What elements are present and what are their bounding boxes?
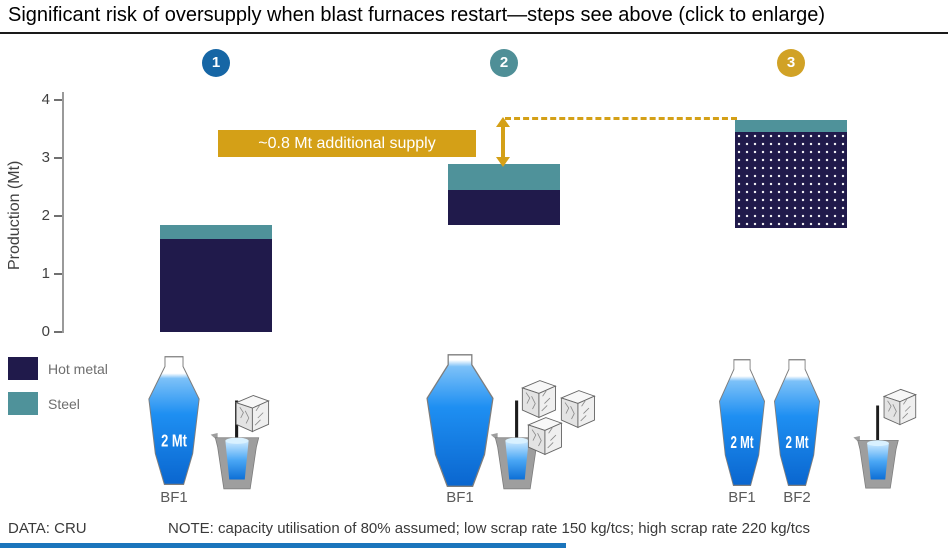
- blast-furnace-icon: 2 Mt: [719, 359, 765, 487]
- annotation-label: ~0.8 Mt additional supply: [218, 130, 476, 157]
- footnote: NOTE: capacity utilisation of 80% assume…: [168, 520, 810, 537]
- y-tickmark: [54, 99, 62, 101]
- bottom-accent-bar: [0, 543, 566, 548]
- y-tickmark: [54, 157, 62, 159]
- scrap-cube-icon: [882, 388, 917, 426]
- bf-label: BF1: [728, 489, 756, 506]
- y-tickmark: [54, 273, 62, 275]
- page-title[interactable]: Significant risk of oversupply when blas…: [8, 4, 826, 26]
- legend-label-steel: Steel: [48, 396, 80, 412]
- y-tick-3: 3: [41, 149, 50, 166]
- bar-3-hot-metal: [735, 131, 847, 228]
- furnace-capacity-label: 2 Mt: [161, 432, 187, 451]
- y-axis-line: [62, 92, 64, 333]
- scrap-cube-icon: [234, 395, 270, 433]
- bar-2-hot-metal: [448, 189, 560, 225]
- step-badge-2: 2: [490, 49, 518, 77]
- blast-furnace-icon: 2 Mt: [774, 359, 820, 487]
- ladle-icon: [853, 405, 899, 489]
- bar-1-steel: [160, 224, 272, 240]
- legend-swatch-hot-metal: [8, 357, 38, 380]
- scrap-cube-icon: [521, 380, 557, 419]
- y-tick-0: 0: [41, 323, 50, 340]
- y-tickmark: [54, 331, 62, 333]
- furnace-capacity-label: 2 Mt: [730, 434, 753, 453]
- bf-label: BF1: [160, 489, 188, 506]
- bf-label: BF2: [783, 489, 811, 506]
- double-arrow-icon: [496, 117, 510, 167]
- ladle-rod: [876, 405, 880, 441]
- y-tick-2: 2: [41, 207, 50, 224]
- step-badge-1: 1: [202, 49, 230, 77]
- bar-1-hot-metal: [160, 239, 272, 332]
- y-tick-1: 1: [41, 265, 50, 282]
- furnace-capacity-label: 2 Mt: [785, 434, 808, 453]
- scrap-cube-icon: [560, 390, 596, 429]
- target-dashed-line: [505, 117, 737, 120]
- bar-3-steel: [735, 120, 847, 132]
- ladle-icon: [210, 400, 260, 490]
- bf-label: BF1: [446, 489, 474, 506]
- legend-swatch-steel: [8, 392, 38, 415]
- y-tickmark: [54, 215, 62, 217]
- blast-furnace-icon: [426, 354, 494, 487]
- ladle-icon: [490, 400, 540, 490]
- step-badge-3: 3: [777, 49, 805, 77]
- title-underline: [0, 32, 948, 34]
- data-source: DATA: CRU: [8, 520, 87, 537]
- scrap-cube-icon: [527, 417, 563, 456]
- ladle-rod: [515, 400, 519, 438]
- blast-furnace-icon: 2 Mt: [148, 356, 200, 486]
- legend-label-hot-metal: Hot metal: [48, 361, 108, 377]
- y-tick-4: 4: [41, 91, 50, 108]
- bar-2-steel: [448, 163, 560, 190]
